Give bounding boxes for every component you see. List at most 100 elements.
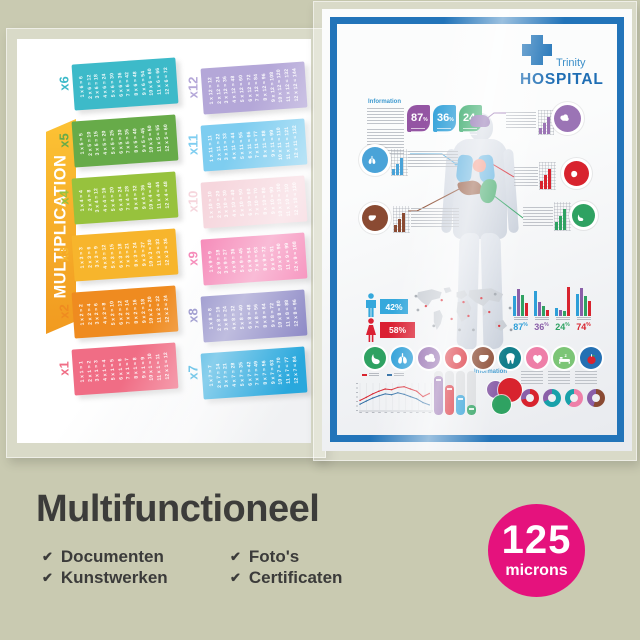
bars (576, 284, 591, 316)
feature-label: Certificaten (248, 568, 343, 587)
headline: Multifunctioneel (36, 488, 320, 530)
percent-badge: 36% (433, 105, 456, 135)
card-label: x11 (185, 134, 201, 155)
bar (576, 294, 579, 316)
feature-item: ✔ Foto's (230, 547, 299, 567)
equation: 3 x 8 = 24 (222, 305, 231, 331)
check-icon: ✔ (42, 549, 53, 564)
card-label: x6 (56, 76, 72, 91)
stomach-icon (364, 347, 386, 369)
placeholder-text (513, 317, 528, 321)
male-percent: 42% (380, 299, 408, 314)
equation: 12 x 6 = 72 (162, 67, 171, 95)
check-icon: ✔ (230, 549, 241, 564)
brain-icon (418, 347, 440, 369)
equation: 8 x 8 = 64 (261, 302, 269, 328)
stomach-mini-chart (554, 202, 571, 231)
hospital-word: HOSPITAL (520, 71, 604, 88)
equation: 8 x 10 = 80 (261, 187, 269, 216)
percent-value: 36 (437, 112, 450, 124)
equation: 1 x 2 = 2 (78, 304, 86, 326)
equation: 1 x 5 = 5 (78, 133, 86, 155)
percent-unit: % (423, 117, 428, 123)
equation: 7 x 7 = 49 (253, 360, 262, 386)
column-track (456, 371, 465, 415)
information-label: Information (368, 99, 401, 105)
hospital-name: Trinity (556, 57, 586, 69)
equation: 11 x 8 = 88 (284, 299, 293, 328)
bar (513, 296, 516, 316)
equation: 5 x 8 = 40 (238, 304, 246, 330)
card-label: x4 (56, 190, 72, 205)
equation: 11 x 1 = 11 (155, 353, 164, 381)
feature-item: ✔ Certificaten (230, 568, 342, 588)
lungs-icon (391, 347, 413, 369)
placeholder-text (437, 128, 451, 135)
liver-callout-icon (362, 205, 388, 231)
column-fill (445, 385, 454, 415)
equation: 1 x 9 = 9 (207, 251, 215, 273)
donut-charts (521, 389, 605, 407)
equation: 12 x 8 = 96 (291, 299, 300, 327)
equation: 7 x 9 = 63 (253, 246, 262, 272)
female-icon (364, 318, 378, 348)
bar-group: 24% (554, 284, 571, 332)
placeholder-text (576, 317, 591, 321)
microns-badge: 125 microns (488, 504, 585, 597)
card-label: x9 (185, 251, 201, 266)
equation: 1 x 12 = 12 (207, 77, 216, 105)
equation: 5 x 2 = 10 (109, 300, 117, 326)
bar-group-label: 87% (513, 322, 528, 332)
equation: 12 x 11 = 132 (291, 125, 300, 159)
placeholder-text (575, 371, 597, 385)
multiplication-card: 1 x 12 = 12 2 x 12 = 24 3 x 12 = 36 4 x 12 … (200, 61, 308, 115)
equation: 3 x 3 = 9 (93, 246, 102, 268)
column-fill (434, 376, 443, 415)
bar (588, 301, 591, 316)
bar (525, 303, 528, 316)
card-label: x1 (56, 361, 72, 376)
equation: 4 x 8 = 32 (230, 305, 239, 330)
card-label: x5 (56, 133, 72, 148)
equation: 3 x 1 = 3 (93, 360, 102, 382)
bars (534, 284, 549, 316)
equation: 12 x 9 = 108 (291, 240, 300, 272)
placeholder-text (469, 408, 474, 410)
multiplication-card: 1 x 11 = 11 2 x 11 = 22 3 x 11 = 33 4 x 11 … (200, 118, 308, 172)
equation: 11 x 7 = 77 (284, 356, 293, 385)
equation: 8 x 4 = 32 (132, 184, 140, 210)
card-label: x10 (185, 190, 201, 213)
equation: 1 x 6 = 6 (78, 76, 86, 98)
organ-icon (569, 166, 585, 182)
equation: 1 x 4 = 4 (78, 190, 86, 212)
placeholder-text (534, 317, 549, 321)
equation: 3 x 6 = 18 (93, 73, 102, 99)
equation: 7 x 6 = 42 (124, 71, 133, 97)
equation: 3 x 5 = 15 (93, 130, 102, 156)
equation: 4 x 11 = 44 (230, 132, 239, 161)
bar (534, 291, 537, 316)
hospital-cross-icon (522, 35, 552, 65)
microns-value: 125 (501, 518, 572, 562)
bars (513, 284, 528, 316)
placeholder-text (523, 207, 553, 227)
equation: 5 x 7 = 35 (238, 361, 246, 387)
liver-mini-chart (393, 206, 410, 233)
equation: 7 x 5 = 35 (124, 128, 133, 154)
column-chart (434, 371, 476, 415)
information-label-2: Information (474, 369, 507, 375)
equation: 12 x 10 = 120 (291, 182, 300, 216)
placeholder-text (436, 379, 441, 381)
column-fill (456, 395, 465, 415)
percent-unit: % (449, 117, 454, 123)
card-label: x8 (185, 308, 201, 323)
percent-badge: 87% (407, 105, 430, 135)
brain-mini-chart (538, 110, 554, 135)
feature-item: ✔ Kunstwerken (42, 568, 168, 588)
bar (563, 311, 566, 316)
placeholder-text (411, 128, 425, 135)
placeholder-text (408, 151, 458, 168)
bar (546, 310, 549, 316)
